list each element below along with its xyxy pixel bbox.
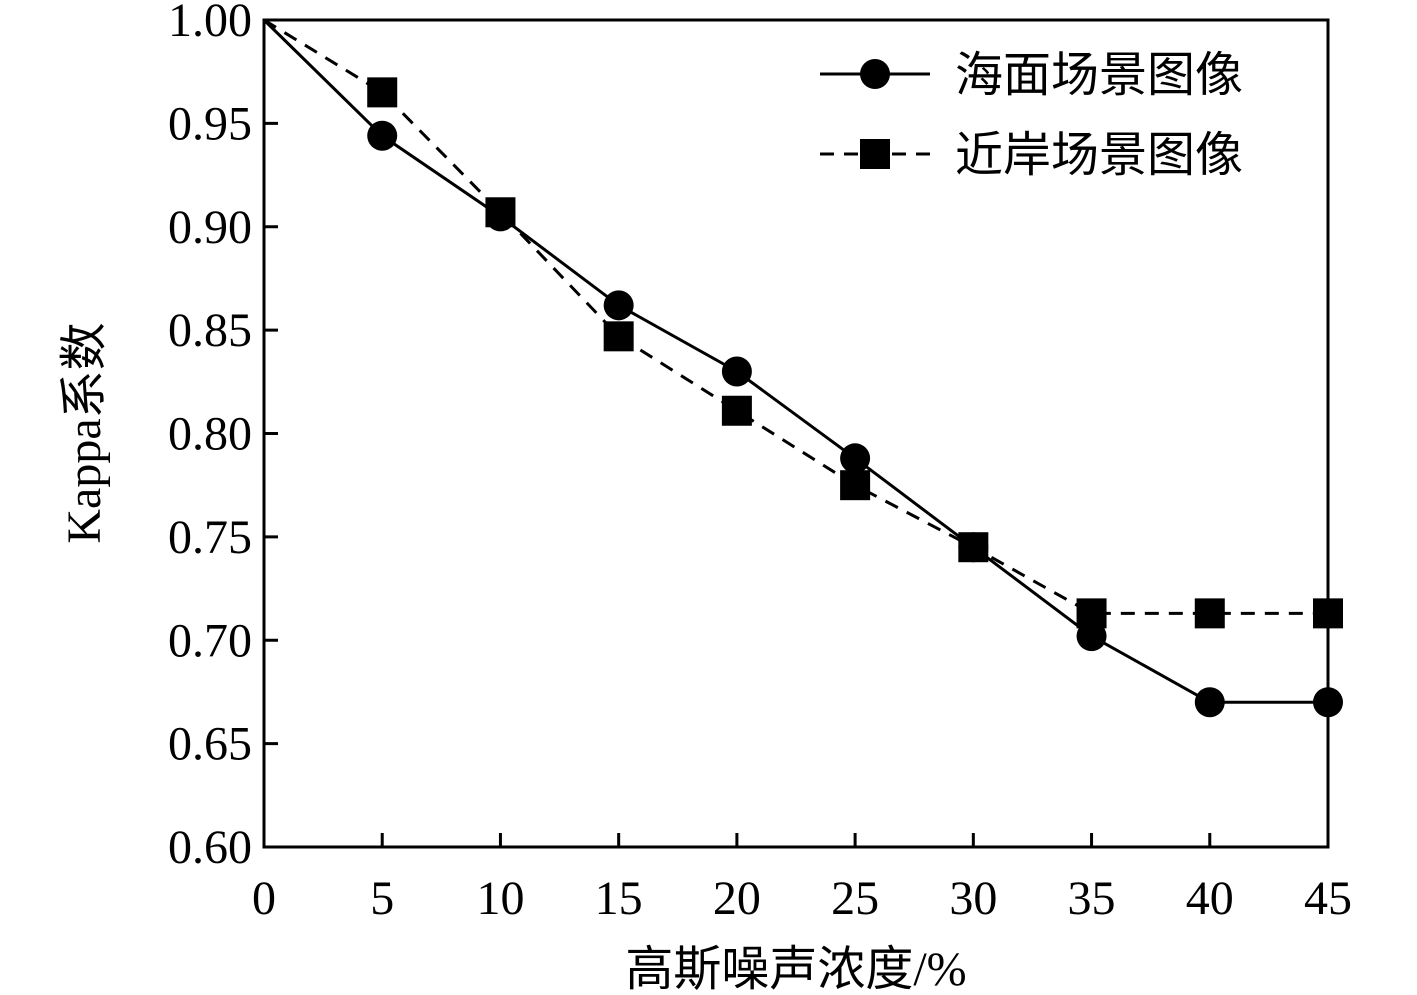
series-2-point bbox=[1194, 598, 1225, 629]
y-tick-label: 1.00 bbox=[168, 0, 252, 47]
y-axis-title: Kappa系数 bbox=[58, 322, 111, 543]
y-tick-label: 0.60 bbox=[168, 821, 252, 874]
x-tick-label: 30 bbox=[949, 872, 997, 925]
series-1-point bbox=[840, 443, 871, 474]
x-tick-label: 10 bbox=[476, 872, 524, 925]
y-tick-label: 0.65 bbox=[168, 718, 252, 771]
series-2-point bbox=[721, 395, 752, 426]
series-1-point bbox=[367, 120, 398, 151]
series-2-point bbox=[958, 532, 989, 563]
series-line-1 bbox=[262, 18, 1328, 704]
y-tick-label: 0.75 bbox=[168, 511, 252, 564]
x-tick-label: 20 bbox=[713, 872, 761, 925]
x-tick-label: 25 bbox=[831, 872, 879, 925]
x-tick-label: 35 bbox=[1068, 872, 1116, 925]
x-tick-label: 45 bbox=[1304, 872, 1352, 925]
series-2-point bbox=[840, 470, 871, 501]
legend-label-1: 海面场景图像 bbox=[955, 49, 1243, 102]
y-tick-label: 0.70 bbox=[168, 614, 252, 667]
series-1-point bbox=[1313, 687, 1343, 718]
series-1-point bbox=[1194, 687, 1225, 718]
series-2-point bbox=[1076, 598, 1107, 629]
y-tick-label: 0.95 bbox=[168, 97, 252, 150]
series-2-point bbox=[603, 321, 634, 352]
x-tick-label: 15 bbox=[595, 872, 643, 925]
x-tick-label: 5 bbox=[370, 872, 394, 925]
series-layer bbox=[262, 18, 1343, 718]
series-line-2 bbox=[263, 18, 1328, 615]
legend-label-2: 近岸场景图像 bbox=[955, 129, 1243, 182]
x-tick-label: 0 bbox=[252, 872, 276, 925]
series-2-point bbox=[1313, 598, 1343, 629]
x-tick-label: 40 bbox=[1186, 872, 1234, 925]
series-1-point bbox=[721, 356, 752, 387]
x-axis: 0 5 10 15 20 25 30 35 40 45 bbox=[252, 833, 1352, 925]
y-axis: 0.60 0.65 0.70 0.75 0.80 0.85 0.90 0.95 1.00 bbox=[168, 0, 278, 874]
y-tick-label: 0.85 bbox=[168, 304, 252, 357]
y-tick-label: 0.90 bbox=[168, 201, 252, 254]
series-2-point bbox=[367, 77, 398, 108]
series-2-point bbox=[485, 197, 516, 228]
x-axis-title: 高斯噪声浓度/% bbox=[625, 943, 966, 995]
y-tick-label: 0.80 bbox=[168, 408, 252, 461]
series-1-point bbox=[1076, 621, 1107, 652]
series-1-point bbox=[603, 290, 634, 321]
legend-marker-2 bbox=[860, 139, 890, 169]
legend-marker-1 bbox=[860, 59, 890, 89]
